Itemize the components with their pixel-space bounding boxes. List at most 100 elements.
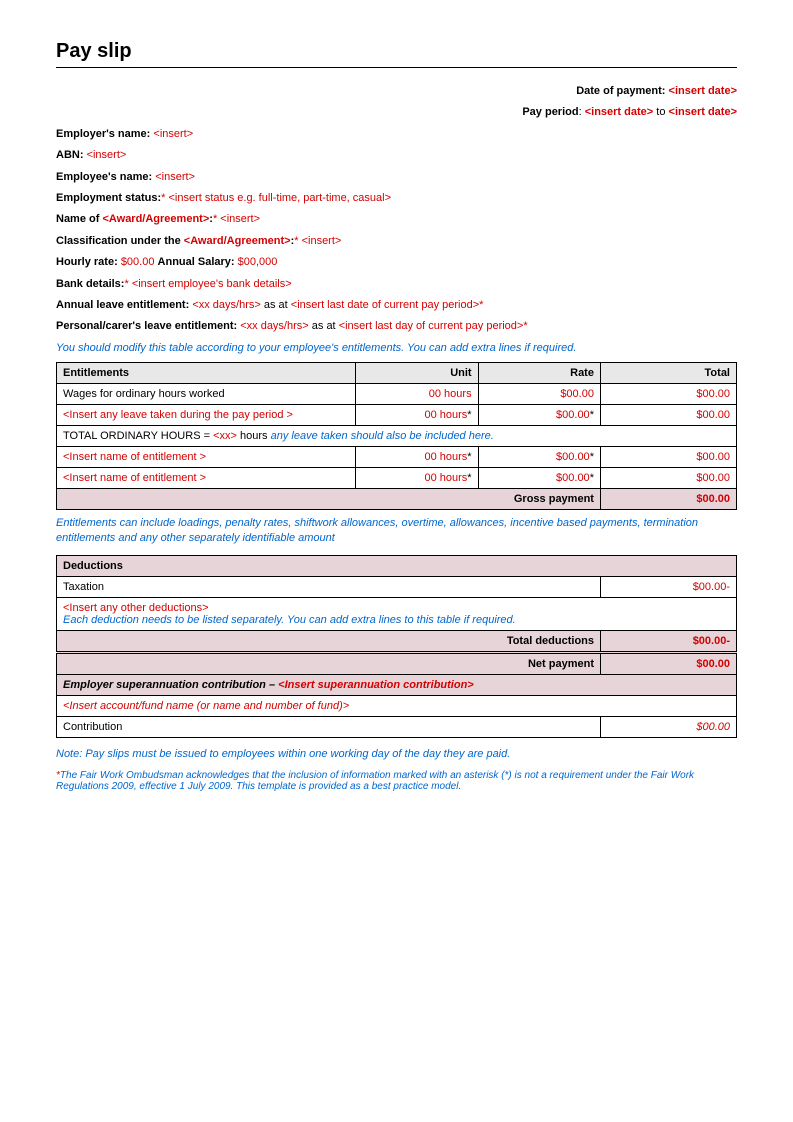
classification-value: <insert>: [302, 235, 342, 247]
table-row: <Insert any leave taken during the pay p…: [57, 405, 737, 426]
other-deductions-row: <Insert any other deductions> Each deduc…: [57, 597, 737, 630]
cell-desc: Wages for ordinary hours worked: [57, 384, 356, 405]
col-entitlements: Entitlements: [57, 363, 356, 384]
annual-salary-value: $00,000: [238, 256, 278, 268]
date-of-payment-line: Date of payment: <insert date>: [56, 84, 737, 99]
table-row: Wages for ordinary hours worked 00 hours…: [57, 384, 737, 405]
carers-label: Personal/carer's leave entitlement:: [56, 320, 237, 332]
employer-line: Employer's name: <insert>: [56, 127, 737, 142]
gross-payment-row: Gross payment $00.00: [57, 489, 737, 510]
cell-desc: <Insert name of entitlement >: [57, 468, 356, 489]
super-account-row: <Insert account/fund name (or name and n…: [57, 695, 737, 716]
cell-unit: 00 hours*: [356, 447, 478, 468]
carers-date: <insert last day of current pay period>: [339, 320, 524, 332]
employment-status-value: <insert status e.g. full-time, part-time…: [168, 192, 391, 204]
taxation-label: Taxation: [57, 576, 601, 597]
cell-total: $00.00: [600, 405, 736, 426]
total-ordinary-note: any leave taken should also be included …: [271, 430, 494, 442]
table-instruction: You should modify this table according t…: [56, 341, 737, 356]
total-ordinary-hours: hours: [240, 430, 268, 442]
bank-label: Bank details:: [56, 278, 124, 290]
classification-line: Classification under the <Award/Agreemen…: [56, 234, 737, 249]
pay-period-label: Pay period: [522, 106, 578, 118]
pay-period-line: Pay period: <insert date> to <insert dat…: [56, 105, 737, 120]
other-deductions-cell: <Insert any other deductions> Each deduc…: [57, 597, 737, 630]
abn-value: <insert>: [87, 149, 127, 161]
pay-period-to: <insert date>: [669, 106, 737, 118]
cell-rate: $00.00*: [478, 447, 600, 468]
total-deductions-value: $00.00-: [601, 630, 737, 652]
carers-asat: as at: [312, 320, 336, 332]
net-payment-value: $00.00: [601, 652, 737, 674]
taxation-value: $00.00-: [601, 576, 737, 597]
employee-line: Employee's name: <insert>: [56, 170, 737, 185]
award-name-line: Name of <Award/Agreement>:* <insert>: [56, 212, 737, 227]
employee-label: Employee's name:: [56, 171, 152, 183]
cell-unit: 00 hours*: [356, 405, 478, 426]
award-name-link: <Award/Agreement>: [102, 213, 209, 225]
net-payment-label: Net payment: [57, 652, 601, 674]
classification-link: <Award/Agreement>: [184, 235, 291, 247]
hourly-rate-value: $00.00: [121, 256, 155, 268]
deductions-table: Deductions Taxation $00.00- <Insert any …: [56, 555, 737, 738]
cell-desc: <Insert name of entitlement >: [57, 447, 356, 468]
cell-rate: $00.00*: [478, 405, 600, 426]
abn-line: ABN: <insert>: [56, 148, 737, 163]
col-total: Total: [600, 363, 736, 384]
date-of-payment-value: <insert date>: [669, 85, 737, 97]
employer-value: <insert>: [153, 128, 193, 140]
title-divider: [56, 67, 737, 68]
net-payment-row: Net payment $00.00: [57, 652, 737, 674]
pay-period-from: <insert date>: [585, 106, 653, 118]
pay-period-colon: :: [579, 106, 582, 118]
employer-label: Employer's name:: [56, 128, 150, 140]
deductions-header-row: Deductions: [57, 555, 737, 576]
cell-rate: $00.00: [478, 384, 600, 405]
employment-status-line: Employment status:* <insert status e.g. …: [56, 191, 737, 206]
carers-leave-line: Personal/carer's leave entitlement: <xx …: [56, 319, 737, 334]
contribution-label: Contribution: [57, 716, 601, 737]
annual-salary-label: Annual Salary:: [158, 256, 235, 268]
cell-total: $00.00: [600, 447, 736, 468]
other-deductions-note: Each deduction needs to be listed separa…: [63, 614, 516, 626]
col-unit: Unit: [356, 363, 478, 384]
entitlements-header-row: Entitlements Unit Rate Total: [57, 363, 737, 384]
super-account-cell: <Insert account/fund name (or name and n…: [57, 695, 737, 716]
footnote-2-text: The Fair Work Ombudsman acknowledges tha…: [56, 770, 694, 792]
super-header-row: Employer superannuation contribution – <…: [57, 674, 737, 695]
annual-leave-date: <insert last date of current pay period>: [291, 299, 479, 311]
annual-leave-line: Annual leave entitlement: <xx days/hrs> …: [56, 298, 737, 313]
employment-status-label: Employment status:: [56, 192, 161, 204]
cell-total: $00.00: [600, 384, 736, 405]
total-ordinary-row: TOTAL ORDINARY HOURS = <xx> hours any le…: [57, 426, 737, 447]
rate-line: Hourly rate: $00.00 Annual Salary: $00,0…: [56, 255, 737, 270]
entitlements-footer-note: Entitlements can include loadings, penal…: [56, 516, 737, 547]
carers-value: <xx days/hrs>: [240, 320, 308, 332]
contribution-row: Contribution $00.00: [57, 716, 737, 737]
deductions-header: Deductions: [57, 555, 737, 576]
footnote-1: Note: Pay slips must be issued to employ…: [56, 748, 737, 760]
total-deductions-row: Total deductions $00.00-: [57, 630, 737, 652]
total-ordinary-value: <xx>: [213, 430, 237, 442]
other-deductions-insert: <Insert any other deductions>: [63, 602, 209, 614]
super-header-prefix: Employer superannuation contribution –: [63, 679, 275, 691]
total-ordinary-cell: TOTAL ORDINARY HOURS = <xx> hours any le…: [57, 426, 737, 447]
total-ordinary-label: TOTAL ORDINARY HOURS =: [63, 430, 210, 442]
col-rate: Rate: [478, 363, 600, 384]
annual-leave-label: Annual leave entitlement:: [56, 299, 189, 311]
date-of-payment-label: Date of payment:: [576, 85, 665, 97]
super-header-value: <Insert superannuation contribution>: [278, 679, 474, 691]
bank-value: <insert employee's bank details>: [132, 278, 292, 290]
table-row: <Insert name of entitlement > 00 hours* …: [57, 447, 737, 468]
classification-prefix: Classification under the: [56, 235, 181, 247]
cell-unit: 00 hours*: [356, 468, 478, 489]
gross-value: $00.00: [600, 489, 736, 510]
bank-line: Bank details:* <insert employee's bank d…: [56, 277, 737, 292]
award-name-value: <insert>: [220, 213, 260, 225]
pay-period-to-word: to: [656, 106, 665, 118]
total-deductions-label: Total deductions: [57, 630, 601, 652]
employee-value: <insert>: [155, 171, 195, 183]
super-header-cell: Employer superannuation contribution – <…: [57, 674, 737, 695]
award-name-prefix: Name of: [56, 213, 99, 225]
entitlements-table: Entitlements Unit Rate Total Wages for o…: [56, 362, 737, 510]
